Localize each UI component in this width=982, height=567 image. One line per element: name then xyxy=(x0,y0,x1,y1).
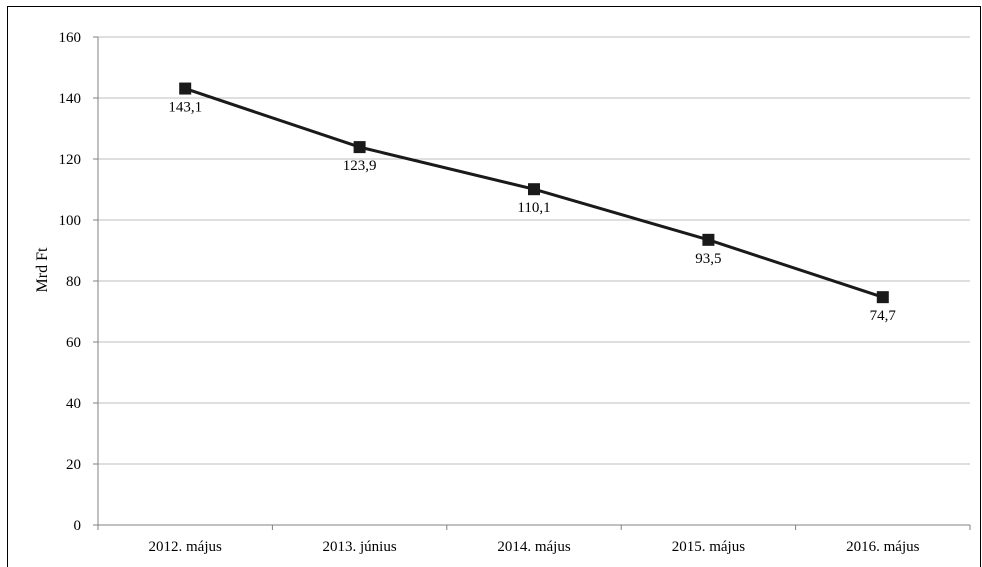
y-tick-label: 20 xyxy=(66,457,81,473)
data-point-marker xyxy=(528,183,540,196)
x-tick-label: 2014. május xyxy=(497,539,570,555)
y-tick-label: 80 xyxy=(66,274,81,290)
axes xyxy=(93,36,971,530)
y-tick-label: 40 xyxy=(66,396,81,412)
y-tick-label: 160 xyxy=(59,30,82,46)
x-tick-labels: 2012. május 2013. június 2014. május 2015. … xyxy=(149,539,920,555)
data-label: 123,9 xyxy=(343,158,377,174)
data-label: 110,1 xyxy=(517,200,550,216)
y-tick-label: 60 xyxy=(66,335,81,351)
y-axis-title: Mrd Ft xyxy=(34,247,51,292)
y-tick-label: 120 xyxy=(59,152,82,168)
y-tick-label: 140 xyxy=(59,91,82,107)
y-tick-label: 0 xyxy=(74,518,82,534)
x-tick-label: 2012. május xyxy=(149,539,222,555)
data-point-marker xyxy=(353,141,366,154)
x-tick-label: 2015. május xyxy=(672,539,745,555)
y-tick-labels: 0 20 40 60 80 100 120 140 160 xyxy=(59,30,82,534)
x-tick-label: 2016. május xyxy=(846,539,919,555)
data-point-marker xyxy=(876,291,889,304)
series-line xyxy=(179,82,889,304)
x-tick-label: 2013. június xyxy=(323,539,397,555)
data-point-marker xyxy=(702,233,715,246)
data-label: 93,5 xyxy=(695,251,721,267)
data-point-marker xyxy=(179,82,192,95)
y-tick-label: 100 xyxy=(59,213,82,229)
chart-frame xyxy=(7,6,981,567)
data-label: 143,1 xyxy=(168,100,202,116)
gridlines xyxy=(98,36,970,465)
data-label: 74,7 xyxy=(870,308,897,324)
data-labels: 143,1 123,9 110,1 93,5 74,7 xyxy=(168,100,896,325)
